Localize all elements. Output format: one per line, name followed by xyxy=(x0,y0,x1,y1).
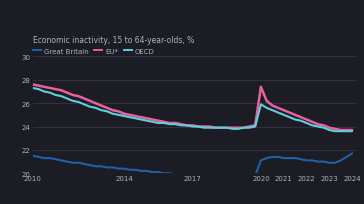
Legend: Great Britain, EU*, OECD: Great Britain, EU*, OECD xyxy=(33,48,154,54)
EU* xyxy=(42,86,46,89)
Great Britain xyxy=(253,174,257,177)
EU* xyxy=(31,84,35,86)
EU* xyxy=(48,87,52,90)
EU* xyxy=(247,126,252,128)
Great Britain xyxy=(31,155,35,157)
Great Britain xyxy=(350,152,354,155)
OECD xyxy=(48,92,52,94)
OECD xyxy=(31,87,35,90)
Line: Great Britain: Great Britain xyxy=(33,154,352,179)
OECD xyxy=(116,114,120,116)
Great Britain xyxy=(230,178,234,180)
Line: EU*: EU* xyxy=(33,85,352,130)
Great Britain xyxy=(116,167,120,170)
EU* xyxy=(253,124,257,127)
EU* xyxy=(350,129,354,132)
OECD xyxy=(350,130,354,133)
Line: OECD: OECD xyxy=(33,89,352,132)
EU* xyxy=(116,111,120,113)
OECD xyxy=(42,91,46,93)
OECD xyxy=(253,126,257,128)
Great Britain xyxy=(167,172,172,175)
Great Britain xyxy=(42,157,46,160)
EU* xyxy=(167,122,172,125)
OECD xyxy=(333,130,337,133)
OECD xyxy=(167,123,172,126)
Text: Economic inactivity, 15 to 64-year-olds, %: Economic inactivity, 15 to 64-year-olds,… xyxy=(33,36,194,45)
OECD xyxy=(247,127,252,129)
Great Britain xyxy=(259,159,263,162)
Great Britain xyxy=(48,157,52,160)
EU* xyxy=(339,129,343,132)
